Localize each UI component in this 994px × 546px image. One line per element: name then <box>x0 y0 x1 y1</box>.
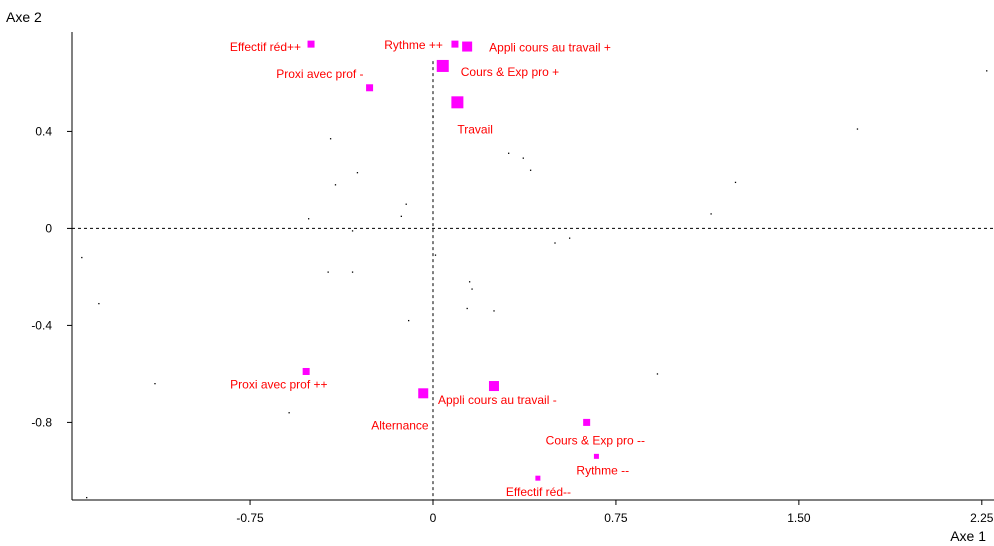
category-label: Appli cours au travail + <box>489 41 611 55</box>
category-point <box>451 40 459 48</box>
category-label: Proxi avec prof ++ <box>230 377 327 391</box>
y-tick-label: -0.8 <box>31 415 52 429</box>
individual-point <box>408 319 410 322</box>
individual-point <box>986 70 988 72</box>
x-tick-label: 0.75 <box>604 511 628 525</box>
individual-point <box>493 310 495 312</box>
category-point <box>451 96 464 109</box>
category-label: Travail <box>457 122 493 136</box>
individual-point <box>356 172 359 174</box>
category-point <box>488 381 499 392</box>
category-point <box>535 475 541 481</box>
category-label: Cours & Exp pro -- <box>546 433 645 447</box>
x-tick-label: -0.75 <box>236 511 264 525</box>
category-point <box>302 367 310 375</box>
individual-point <box>710 213 712 215</box>
y-tick-label: 0.4 <box>35 124 52 138</box>
individual-point <box>327 271 329 273</box>
x-tick-label: 1.50 <box>787 511 811 525</box>
individual-point <box>405 203 407 205</box>
individual-point <box>400 215 402 217</box>
category-point <box>307 40 315 48</box>
individual-point <box>351 230 354 232</box>
category-label: Effectif réd++ <box>230 40 301 54</box>
x-tick-label: 0 <box>430 511 437 525</box>
individual-point <box>568 237 571 239</box>
category-label: Rythme ++ <box>384 38 443 52</box>
category-labels: Effectif réd++ Rythme ++ Appli cours au tr… <box>230 38 645 499</box>
individual-point <box>98 302 100 305</box>
individual-point <box>468 281 471 283</box>
x-axis-ticks: -0.75 0 0.75 1.50 2.25 <box>236 500 994 525</box>
x-axis-title: Axe 1 <box>950 528 986 544</box>
individual-point <box>466 307 468 310</box>
individual-point <box>288 412 290 414</box>
individual-point <box>307 218 310 220</box>
individual-point <box>856 128 859 130</box>
y-axis-title: Axe 2 <box>6 9 42 25</box>
individual-point <box>329 138 332 140</box>
category-label: Cours & Exp pro + <box>461 65 559 79</box>
individual-point <box>522 157 524 159</box>
individual-point <box>81 256 83 259</box>
y-tick-label: 0 <box>45 221 52 235</box>
category-label: Appli cours au travail - <box>438 393 557 407</box>
category-label: Effectif réd-- <box>506 485 571 499</box>
individual-point <box>351 271 354 273</box>
individual-point <box>471 288 473 290</box>
individual-point <box>554 242 556 244</box>
category-point <box>462 41 473 52</box>
category-label: Alternance <box>371 418 429 432</box>
y-axis-ticks: -0.8 -0.4 0 0.4 <box>31 124 72 429</box>
individual-point <box>154 383 156 385</box>
x-tick-label: 2.25 <box>970 511 994 525</box>
category-point <box>436 59 449 72</box>
individual-points <box>81 70 988 499</box>
axes-frame <box>71 32 994 501</box>
individual-point <box>434 254 437 256</box>
category-point <box>418 388 429 399</box>
individual-point <box>734 181 737 184</box>
category-label: Proxi avec prof - <box>276 67 363 81</box>
individual-point <box>334 184 337 186</box>
individual-point <box>86 496 88 499</box>
category-points <box>302 40 599 481</box>
individual-point <box>508 152 510 154</box>
individual-point <box>656 373 659 375</box>
category-point <box>593 453 599 459</box>
y-tick-label: -0.4 <box>31 318 52 332</box>
individual-point <box>432 116 434 118</box>
category-label: Rythme -- <box>576 463 629 477</box>
individual-point <box>529 169 532 171</box>
reference-lines <box>72 61 994 500</box>
category-point <box>583 418 591 426</box>
category-point <box>366 84 374 92</box>
